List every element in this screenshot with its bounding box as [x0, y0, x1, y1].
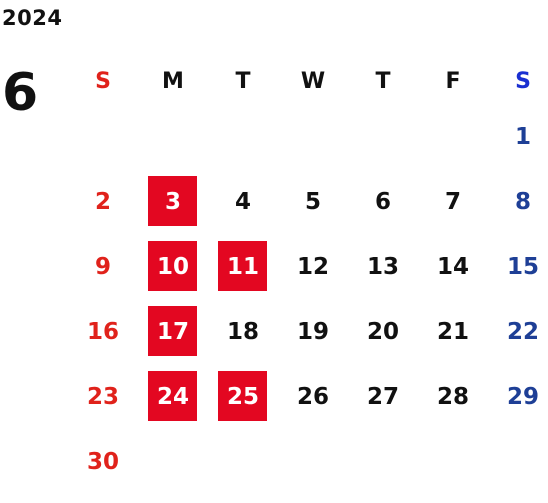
day-cell: 16 — [86, 318, 119, 345]
day-cell: 19 — [296, 318, 329, 345]
day-cell: 5 — [304, 188, 321, 215]
weekday-header-tuesday: T — [235, 68, 251, 94]
day-cell — [278, 104, 348, 169]
day-cell: 6 — [374, 188, 391, 215]
day-cell: 4 — [234, 188, 251, 215]
day-cell — [278, 429, 348, 494]
weekday-header-friday: F — [445, 68, 461, 94]
day-cell-highlighted: 10 — [138, 234, 208, 299]
day-cell-highlighted: 24 — [138, 364, 208, 429]
day-cell — [418, 429, 488, 494]
day-cell — [348, 104, 418, 169]
weekday-header-monday: M — [162, 68, 184, 94]
day-cell — [488, 429, 548, 494]
day-cell: 7 — [444, 188, 461, 215]
day-cell — [208, 104, 278, 169]
weekday-header-saturday: S — [515, 68, 531, 94]
day-cell: 20 — [366, 318, 399, 345]
day-cell: 30 — [86, 448, 119, 475]
day-cell — [68, 104, 138, 169]
calendar-month: 6 — [2, 63, 39, 123]
day-cell: 8 — [514, 188, 531, 215]
day-cell: 22 — [506, 318, 539, 345]
day-cell-highlighted: 25 — [208, 364, 278, 429]
day-cell: 12 — [296, 253, 329, 280]
day-cell: 27 — [366, 383, 399, 410]
weekday-header-thursday: T — [375, 68, 391, 94]
day-cell: 26 — [296, 383, 329, 410]
day-cell — [138, 429, 208, 494]
day-cell-highlighted: 11 — [208, 234, 278, 299]
day-cell: 23 — [86, 383, 119, 410]
day-cell: 28 — [436, 383, 469, 410]
calendar-grid: S M T W T F S 1 2 3 4 5 6 7 8 9 10 11 12… — [68, 58, 548, 494]
day-cell: 13 — [366, 253, 399, 280]
day-cell — [138, 104, 208, 169]
day-cell-highlighted: 3 — [138, 169, 208, 234]
calendar-year: 2024 — [2, 6, 63, 30]
day-cell: 9 — [94, 253, 111, 280]
day-cell — [208, 429, 278, 494]
day-cell: 15 — [506, 253, 539, 280]
weekday-header-sunday: S — [95, 68, 111, 94]
day-cell — [348, 429, 418, 494]
day-cell: 21 — [436, 318, 469, 345]
day-cell — [418, 104, 488, 169]
day-cell: 2 — [94, 188, 111, 215]
day-cell: 14 — [436, 253, 469, 280]
day-cell-highlighted: 17 — [138, 299, 208, 364]
day-cell: 29 — [506, 383, 539, 410]
weekday-header-wednesday: W — [300, 68, 326, 94]
day-cell: 1 — [514, 123, 531, 150]
day-cell: 18 — [226, 318, 259, 345]
